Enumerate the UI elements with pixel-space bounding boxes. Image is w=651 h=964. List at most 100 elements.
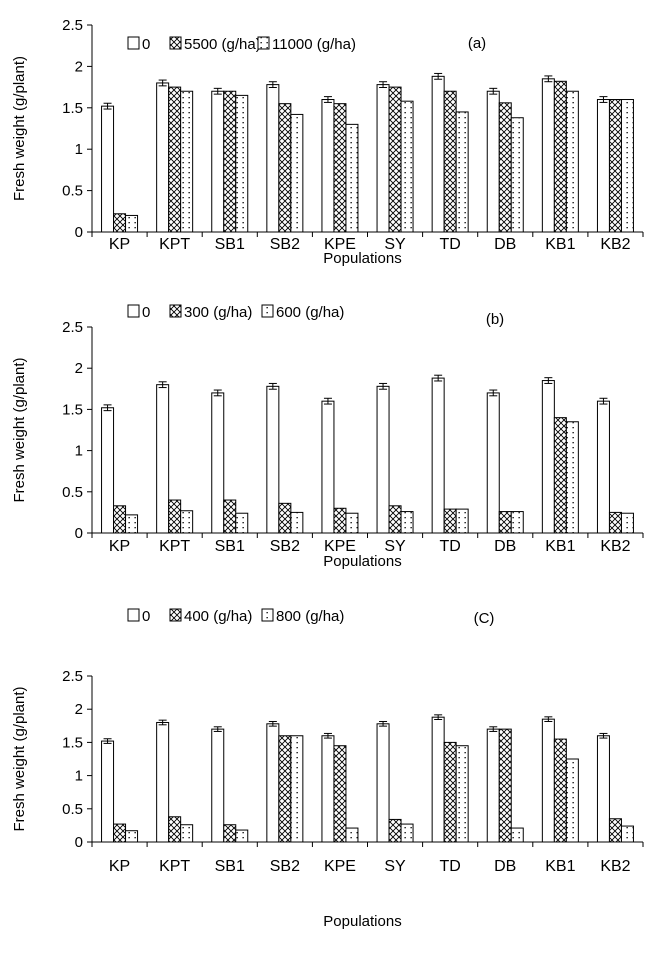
bar bbox=[125, 830, 139, 843]
bar bbox=[541, 718, 555, 843]
bar bbox=[168, 499, 182, 534]
legend-label: 5500 (g/ha) bbox=[184, 36, 261, 53]
bar-group-SY bbox=[376, 382, 414, 534]
bar bbox=[180, 90, 194, 233]
bar bbox=[376, 385, 390, 534]
legend: 0 5500 (g/ha) 11000 (g/ha) bbox=[127, 36, 356, 53]
y-tick-label: 0 bbox=[75, 224, 83, 241]
y-tick-label: 1 bbox=[75, 768, 83, 785]
bar bbox=[553, 80, 567, 233]
y-tick-label: 1.5 bbox=[62, 100, 83, 117]
x-tick-label: KPE bbox=[324, 538, 356, 555]
bar bbox=[180, 824, 194, 843]
legend-swatch bbox=[169, 304, 182, 318]
panel-label: (b) bbox=[486, 311, 504, 328]
bar bbox=[235, 829, 249, 843]
legend-swatch bbox=[169, 36, 182, 50]
bar-group-KB1 bbox=[541, 75, 579, 233]
x-tick-label: KP bbox=[109, 858, 130, 875]
bar bbox=[376, 723, 390, 843]
y-tick-label: 1.5 bbox=[62, 734, 83, 751]
bar-group-KP bbox=[101, 738, 139, 843]
x-tick-label: SB1 bbox=[215, 236, 245, 253]
bar bbox=[211, 90, 225, 233]
y-axis-title: Fresh weight (g/plant) bbox=[11, 357, 28, 502]
legend-label: 800 (g/ha) bbox=[276, 608, 344, 625]
bar bbox=[180, 510, 194, 534]
legend-swatch bbox=[169, 608, 182, 622]
bar bbox=[388, 86, 402, 233]
x-tick-label: KPE bbox=[324, 236, 356, 253]
bar bbox=[321, 400, 335, 534]
bar bbox=[235, 94, 249, 233]
bar-group-KPT bbox=[156, 79, 194, 233]
bar bbox=[223, 499, 237, 534]
bar bbox=[620, 512, 634, 534]
bar bbox=[400, 823, 414, 843]
bar-group-SB1 bbox=[211, 389, 249, 534]
bar bbox=[596, 99, 610, 233]
bar-group-SB2 bbox=[266, 382, 304, 534]
x-axis-title: Populations bbox=[323, 553, 401, 570]
bar bbox=[211, 728, 225, 843]
bar-group-KB2 bbox=[596, 397, 634, 534]
bar bbox=[388, 818, 402, 843]
legend-swatch bbox=[127, 608, 140, 622]
x-tick-label: TD bbox=[439, 538, 460, 555]
bar bbox=[333, 745, 347, 843]
y-tick-label: 2 bbox=[75, 58, 83, 75]
x-tick-label: KB2 bbox=[600, 858, 630, 875]
bar-group-TD bbox=[431, 72, 469, 233]
x-tick-label: SY bbox=[384, 236, 406, 253]
bar bbox=[333, 507, 347, 534]
y-tick-label: 0 bbox=[75, 525, 83, 542]
bar bbox=[498, 102, 512, 233]
bar bbox=[620, 99, 634, 233]
x-tick-label: KB2 bbox=[600, 236, 630, 253]
bar bbox=[321, 99, 335, 233]
bar bbox=[596, 735, 610, 843]
bar bbox=[486, 392, 500, 534]
bar bbox=[235, 512, 249, 534]
x-tick-label: DB bbox=[494, 236, 516, 253]
x-tick-label: KB1 bbox=[545, 858, 575, 875]
bar-group-KB2 bbox=[596, 732, 634, 843]
x-tick-label: DB bbox=[494, 858, 516, 875]
x-tick-label: KPT bbox=[159, 858, 190, 875]
bar bbox=[156, 384, 170, 534]
x-tick-label: SB2 bbox=[270, 538, 300, 555]
bar bbox=[266, 84, 280, 233]
y-tick-label: 2.5 bbox=[62, 319, 83, 336]
legend-label: 400 (g/ha) bbox=[184, 608, 252, 625]
bar bbox=[486, 90, 500, 233]
x-tick-label: KPT bbox=[159, 538, 190, 555]
bar bbox=[290, 735, 304, 843]
bar bbox=[266, 385, 280, 534]
bar bbox=[510, 827, 524, 843]
chart-panel-1: 0 0.5 1 1.5 2 2.5 KP KPT SB1 SB2 KPE SY TD DB KB1 KB2 Po… bbox=[11, 17, 644, 267]
bar bbox=[553, 738, 567, 843]
x-tick-label: SB1 bbox=[215, 538, 245, 555]
bar bbox=[498, 728, 512, 843]
legend-label: 300 (g/ha) bbox=[184, 304, 252, 321]
bar-group-SB1 bbox=[211, 726, 249, 843]
y-axis-title: Fresh weight (g/plant) bbox=[11, 56, 28, 201]
x-tick-label: KP bbox=[109, 236, 130, 253]
y-tick-label: 1.5 bbox=[62, 401, 83, 418]
bar bbox=[333, 103, 347, 233]
bar bbox=[620, 825, 634, 843]
bar-group-DB bbox=[486, 389, 524, 534]
legend-swatch bbox=[261, 304, 274, 318]
y-tick-label: 0.5 bbox=[62, 484, 83, 501]
bar-group-KP bbox=[101, 102, 139, 233]
bar-group-DB bbox=[486, 726, 524, 843]
bar bbox=[565, 421, 579, 534]
bar bbox=[431, 377, 445, 534]
bar bbox=[455, 508, 469, 534]
x-tick-label: KPE bbox=[324, 858, 356, 875]
bar bbox=[321, 735, 335, 843]
legend-swatch bbox=[261, 608, 274, 622]
x-tick-label: DB bbox=[494, 538, 516, 555]
bar bbox=[345, 123, 359, 233]
